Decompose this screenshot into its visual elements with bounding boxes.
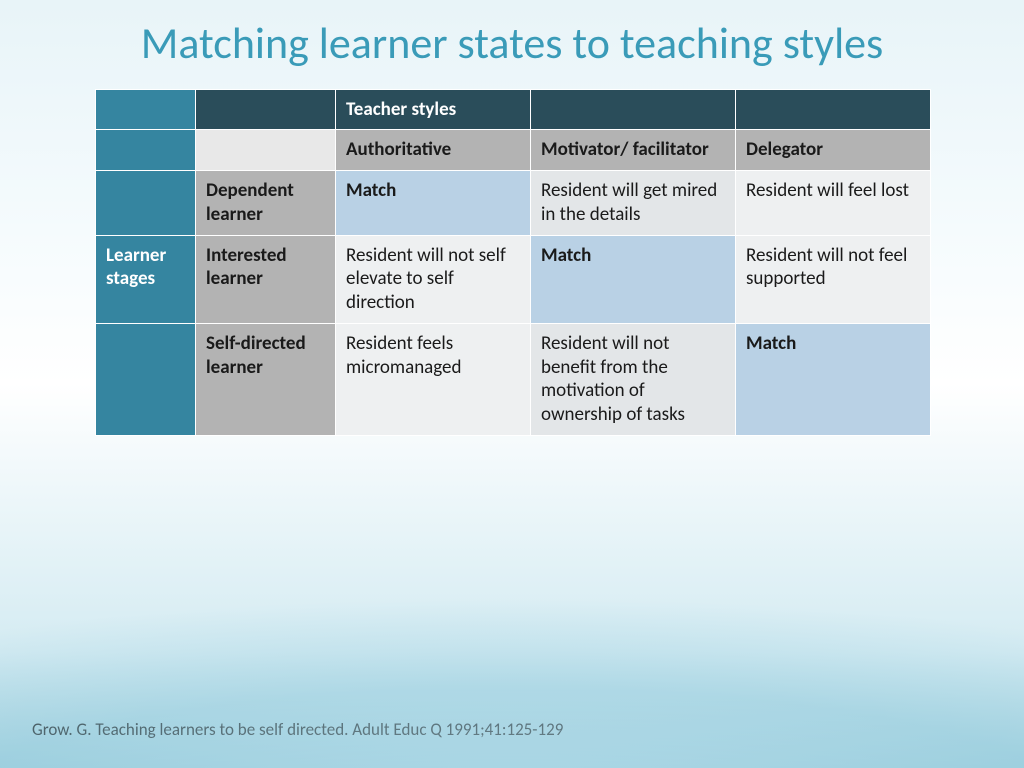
cell-selfdir-delegator: Match	[736, 323, 931, 435]
cell-dependent-motivator: Resident will get mired in the details	[531, 171, 736, 236]
subheader-blank-2	[196, 130, 336, 171]
cell-selfdir-authoritative: Resident feels micromanaged	[336, 323, 531, 435]
style-authoritative: Authoritative	[336, 130, 531, 171]
cell-interested-authoritative: Resident will not self elevate to self d…	[336, 235, 531, 323]
cell-dependent-delegator: Resident will feel lost	[736, 171, 931, 236]
stages-blank-3	[96, 323, 196, 435]
table-row: Dependent learner Match Resident will ge…	[96, 171, 931, 236]
stages-blank-1	[96, 171, 196, 236]
slide-title: Matching learner states to teaching styl…	[0, 0, 1024, 89]
table-container: Teacher styles Authoritative Motivator/ …	[0, 89, 1024, 436]
cell-interested-delegator: Resident will not feel supported	[736, 235, 931, 323]
header-blank-4	[736, 89, 931, 130]
table-header-row-2: Authoritative Motivator/ facilitator Del…	[96, 130, 931, 171]
subheader-blank	[96, 130, 196, 171]
table-row: Learner stages Interested learner Reside…	[96, 235, 931, 323]
stage-interested: Interested learner	[196, 235, 336, 323]
stage-dependent: Dependent learner	[196, 171, 336, 236]
header-teacher-styles: Teacher styles	[336, 89, 531, 130]
stage-self-directed: Self-directed learner	[196, 323, 336, 435]
background-wave	[0, 588, 1024, 768]
citation-text: Grow. G. Teaching learners to be self di…	[32, 719, 563, 740]
header-blank-3	[531, 89, 736, 130]
cell-interested-motivator: Match	[531, 235, 736, 323]
learner-stages-label: Learner stages	[96, 235, 196, 323]
learner-teacher-table: Teacher styles Authoritative Motivator/ …	[95, 89, 931, 436]
style-motivator: Motivator/ facilitator	[531, 130, 736, 171]
style-delegator: Delegator	[736, 130, 931, 171]
header-blank-1	[96, 89, 196, 130]
header-blank-2	[196, 89, 336, 130]
table-row: Self-directed learner Resident feels mic…	[96, 323, 931, 435]
cell-selfdir-motivator: Resident will not benefit from the motiv…	[531, 323, 736, 435]
table-header-row-1: Teacher styles	[96, 89, 931, 130]
cell-dependent-authoritative: Match	[336, 171, 531, 236]
